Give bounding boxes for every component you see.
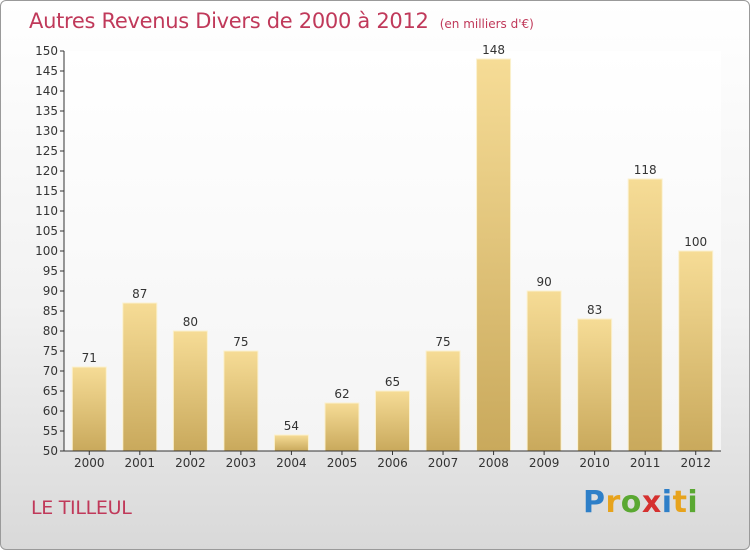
bar (577, 318, 613, 452)
y-tick-label: 120 (35, 164, 58, 178)
y-tick-label: 55 (43, 424, 58, 438)
bar (526, 290, 562, 452)
x-tick-label: 2012 (680, 456, 711, 470)
x-tick-label: 2009 (529, 456, 560, 470)
x-tick-label: 2002 (175, 456, 206, 470)
y-tick-label: 95 (43, 264, 58, 278)
y-tick-label: 140 (35, 84, 58, 98)
bar (273, 434, 309, 452)
bar-value-label: 71 (82, 351, 97, 365)
bar-value-label: 62 (334, 387, 349, 401)
bar (324, 402, 360, 452)
y-tick-label: 75 (43, 344, 58, 358)
bar-value-label: 75 (435, 335, 450, 349)
bar-value-label: 80 (183, 315, 198, 329)
bar (172, 330, 208, 452)
bar-value-label: 87 (132, 287, 147, 301)
bar-value-label: 54 (284, 419, 299, 433)
bar-value-label: 90 (536, 275, 551, 289)
logo-letter: i (687, 485, 699, 520)
x-tick-label: 2010 (579, 456, 610, 470)
bar (678, 250, 714, 452)
x-tick-label: 2004 (276, 456, 307, 470)
y-tick-label: 85 (43, 304, 58, 318)
x-tick-label: 2006 (377, 456, 408, 470)
bar (425, 350, 461, 452)
x-tick-label: 2005 (327, 456, 358, 470)
x-tick-label: 2011 (630, 456, 661, 470)
logo-letter: i (661, 485, 673, 520)
bar-value-label: 100 (684, 235, 707, 249)
chart-title-text: Autres Revenus Divers de 2000 à 2012 (29, 9, 429, 33)
bar (122, 302, 158, 452)
bar (223, 350, 259, 452)
y-tick-label: 100 (35, 244, 58, 258)
y-tick-label: 90 (43, 284, 58, 298)
y-tick-label: 70 (43, 364, 58, 378)
y-tick-label: 60 (43, 404, 58, 418)
bar (476, 58, 512, 452)
y-tick-label: 145 (35, 64, 58, 78)
bar (71, 366, 107, 452)
bar-value-label: 118 (634, 163, 657, 177)
bar-value-label: 65 (385, 375, 400, 389)
logo-letter: P (583, 485, 606, 520)
y-tick-label: 105 (35, 224, 58, 238)
y-tick-label: 125 (35, 144, 58, 158)
bar-value-label: 83 (587, 303, 602, 317)
x-tick-label: 2007 (428, 456, 459, 470)
logo-letter: x (641, 485, 662, 520)
bar (627, 178, 663, 452)
chart-subtitle: (en milliers d'€) (439, 17, 534, 31)
y-tick-label: 115 (35, 184, 58, 198)
logo-letter: t (672, 485, 688, 520)
x-tick-label: 2008 (478, 456, 509, 470)
bar (375, 390, 410, 452)
logo-letter: r (605, 485, 621, 520)
y-tick-label: 50 (43, 444, 58, 458)
bar-value-label: 75 (233, 335, 248, 349)
y-tick-label: 130 (35, 124, 58, 138)
proxiti-logo: Proxiti (583, 485, 698, 520)
y-tick-label: 150 (35, 44, 58, 58)
x-tick-label: 2003 (226, 456, 257, 470)
x-tick-label: 2000 (74, 456, 105, 470)
bar-value-label: 148 (482, 43, 505, 57)
y-tick-label: 80 (43, 324, 58, 338)
chart-title: Autres Revenus Divers de 2000 à 2012 (en… (29, 9, 534, 33)
commune-name: LE TILLEUL (31, 497, 132, 519)
y-tick-label: 110 (35, 204, 58, 218)
x-tick-label: 2001 (125, 456, 156, 470)
y-tick-label: 135 (35, 104, 58, 118)
logo-letter: o (620, 485, 642, 520)
y-tick-label: 65 (43, 384, 58, 398)
